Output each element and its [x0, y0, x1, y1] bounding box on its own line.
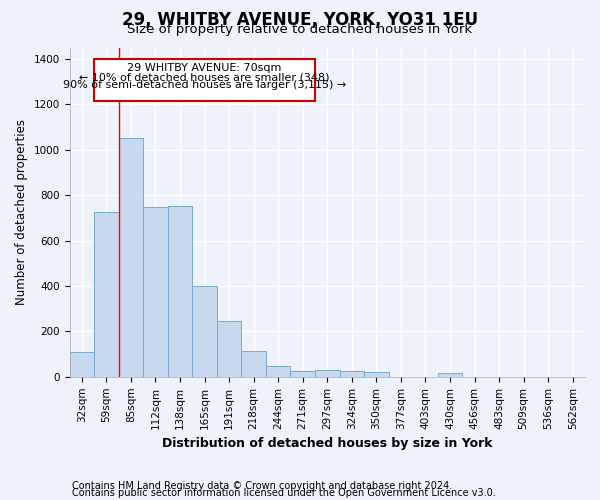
- Bar: [340, 371, 364, 377]
- Bar: [438, 374, 462, 377]
- Bar: [290, 371, 315, 377]
- Text: ← 10% of detached houses are smaller (348): ← 10% of detached houses are smaller (34…: [79, 72, 330, 83]
- Text: 29, WHITBY AVENUE, YORK, YO31 1EU: 29, WHITBY AVENUE, YORK, YO31 1EU: [122, 11, 478, 29]
- Bar: [192, 286, 217, 377]
- Bar: [364, 372, 389, 377]
- Text: 90% of semi-detached houses are larger (3,115) →: 90% of semi-detached houses are larger (…: [63, 80, 346, 90]
- Bar: [168, 206, 192, 377]
- Bar: [143, 207, 168, 377]
- Bar: [94, 212, 119, 377]
- X-axis label: Distribution of detached houses by size in York: Distribution of detached houses by size …: [162, 437, 493, 450]
- Text: 29 WHITBY AVENUE: 70sqm: 29 WHITBY AVENUE: 70sqm: [127, 64, 282, 74]
- Bar: [266, 366, 290, 377]
- Bar: [119, 138, 143, 377]
- Bar: [315, 370, 340, 377]
- Bar: [241, 350, 266, 377]
- FancyBboxPatch shape: [94, 59, 315, 101]
- Bar: [217, 321, 241, 377]
- Y-axis label: Number of detached properties: Number of detached properties: [15, 119, 28, 305]
- Text: Contains HM Land Registry data © Crown copyright and database right 2024.: Contains HM Land Registry data © Crown c…: [72, 481, 452, 491]
- Text: Contains public sector information licensed under the Open Government Licence v3: Contains public sector information licen…: [72, 488, 496, 498]
- Bar: [70, 352, 94, 377]
- Text: Size of property relative to detached houses in York: Size of property relative to detached ho…: [127, 22, 473, 36]
